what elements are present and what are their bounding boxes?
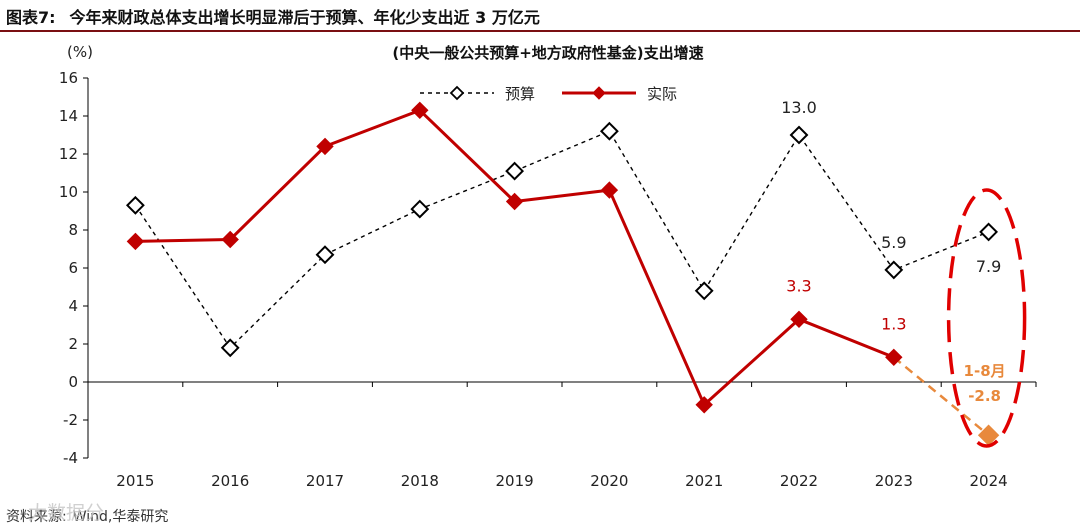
budget-point xyxy=(410,199,430,219)
y-tick-label: 8 xyxy=(68,221,78,239)
actual-point xyxy=(885,348,903,367)
x-tick-label: 2023 xyxy=(875,472,913,490)
budget-line xyxy=(134,130,989,349)
y-tick-label: -2 xyxy=(63,411,78,429)
legend-budget-label: 预算 xyxy=(505,85,535,103)
figure-heading: 今年来财政总体支出增长明显滞后于预算、年化少支出近 3 万亿元 xyxy=(69,8,540,27)
budget-point xyxy=(220,338,240,358)
data-label: 5.9 xyxy=(881,233,906,252)
y-tick-label: 16 xyxy=(59,69,78,87)
actual-point xyxy=(221,230,239,249)
figure-title: 图表7: 今年来财政总体支出增长明显滞后于预算、年化少支出近 3 万亿元 xyxy=(6,4,540,28)
x-tick-label: 2015 xyxy=(116,472,154,490)
budget-point xyxy=(505,161,525,181)
line-chart: (中央一般公共预算+地方政府性基金)支出增速 (%) -4 -2 0 2 4 6 8 10 12… xyxy=(59,43,1037,490)
chart-title: (中央一般公共预算+地方政府性基金)支出增速 xyxy=(392,44,703,62)
budget-point xyxy=(125,195,145,215)
y-tick-label: 14 xyxy=(59,107,78,125)
data-label: 7.9 xyxy=(976,257,1001,276)
legend-actual-marker xyxy=(592,86,606,100)
x-tick-label: 2021 xyxy=(685,472,723,490)
y-tick-label: 10 xyxy=(59,183,78,201)
source-note: 资料来源: Wind,华泰研究 xyxy=(6,506,168,526)
budget-point xyxy=(979,222,999,242)
actual-point xyxy=(126,232,145,251)
x-tick-label: 2020 xyxy=(590,472,628,490)
actual-point xyxy=(600,181,619,199)
source-label: 资料来源: xyxy=(6,509,67,525)
highlight-ellipse xyxy=(946,188,1027,448)
axes: -4 -2 0 2 4 6 8 10 12 14 16 2015 2016 2017 2018 2019 202… xyxy=(59,69,1037,490)
y-tick-label: 2 xyxy=(68,335,78,353)
ytd-line xyxy=(893,356,990,437)
x-tick-label: 2017 xyxy=(306,472,344,490)
data-label: 3.3 xyxy=(786,276,811,295)
x-tick-label: 2022 xyxy=(780,472,818,490)
budget-point xyxy=(694,281,714,301)
actual-point xyxy=(316,137,334,156)
y-tick-label: 6 xyxy=(68,259,78,277)
actual-line xyxy=(135,108,895,407)
x-tick-label: 2019 xyxy=(496,472,534,490)
figure-label: 图表7: xyxy=(6,8,56,27)
x-tick-label: 2024 xyxy=(970,472,1008,490)
y-tick-label: 4 xyxy=(68,297,78,315)
budget-point xyxy=(315,245,335,265)
budget-point xyxy=(789,125,809,145)
actual-point xyxy=(695,396,713,414)
legend-actual-label: 实际 xyxy=(647,85,677,103)
ytd-annotation-label: 1-8月 xyxy=(964,362,1006,380)
y-axis-label: (%) xyxy=(67,43,93,61)
source-text: Wind,华泰研究 xyxy=(72,509,169,525)
actual-point xyxy=(790,310,808,329)
title-divider xyxy=(0,30,1080,32)
x-tick-label: 2016 xyxy=(211,472,249,490)
actual-point xyxy=(505,192,524,211)
y-tick-label: 0 xyxy=(68,373,78,391)
data-labels: 13.0 5.9 7.9 3.3 1.3 1-8月 -2.8 xyxy=(781,98,1027,448)
data-label: 13.0 xyxy=(781,98,817,117)
budget-point xyxy=(599,121,619,141)
legend: 预算 实际 xyxy=(420,85,677,103)
x-tick-label: 2018 xyxy=(401,472,439,490)
actual-point xyxy=(411,101,429,120)
ytd-annotation-value: -2.8 xyxy=(968,387,1001,405)
budget-point xyxy=(884,260,904,280)
series-layer xyxy=(125,101,1000,446)
data-label: 1.3 xyxy=(881,314,906,333)
y-tick-label: 12 xyxy=(59,145,78,163)
watermark: 大数据分 xyxy=(28,502,105,524)
legend-budget-marker xyxy=(449,85,465,101)
y-tick-label: -4 xyxy=(63,449,78,467)
